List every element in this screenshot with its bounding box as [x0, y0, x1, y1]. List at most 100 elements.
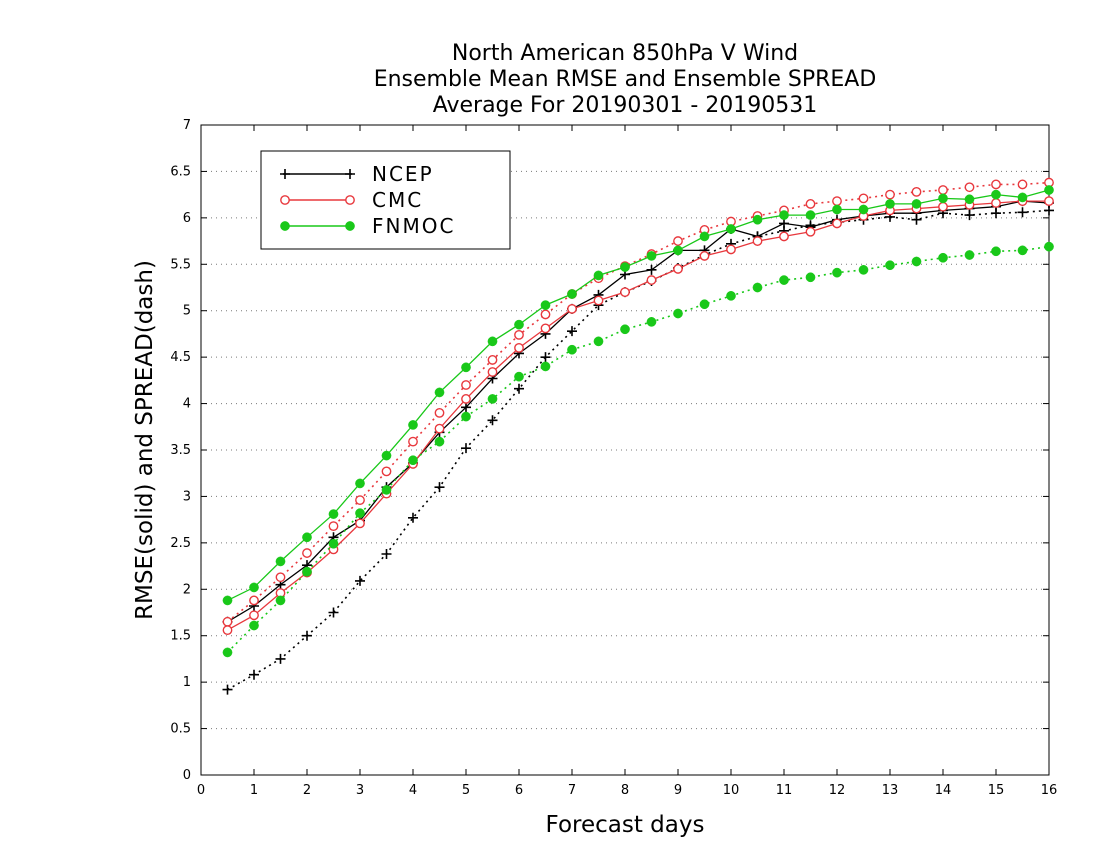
series-fnmoc-spread-point: [567, 344, 577, 355]
series-ncep-spread-point: [434, 482, 445, 493]
series-cmc-spread-point: [540, 309, 551, 320]
y-tick-label: 0: [183, 768, 191, 783]
series-ncep-rmse-line: [227, 200, 1050, 623]
series-fnmoc-spread-point: [514, 371, 524, 382]
series-fnmoc-spread-point: [302, 566, 312, 577]
series-fnmoc-spread-point: [1017, 245, 1028, 256]
series-fnmoc-spread-point: [964, 250, 975, 260]
series-ncep-rmse-point: [646, 264, 657, 275]
x-tick-label: 13: [882, 783, 899, 798]
series-fnmoc-rmse-point: [779, 210, 789, 220]
series-fnmoc-spread-point: [620, 324, 630, 335]
legend-marker-cmc: [280, 195, 290, 205]
series-cmc-spread-point: [408, 436, 418, 447]
series-fnmoc-rmse-point: [222, 595, 233, 606]
series-cmc-spread-point: [222, 616, 233, 627]
series-cmc-spread-point: [964, 182, 975, 193]
series-cmc-spread-point: [514, 329, 524, 340]
series-cmc-rmse-point: [991, 198, 1001, 208]
series-ncep-spread-point: [328, 607, 339, 618]
series-ncep-spread-point: [275, 653, 286, 664]
legend-marker-cmc: [345, 195, 355, 205]
series-ncep-spread-point: [381, 549, 392, 559]
series-fnmoc-rmse-point: [885, 199, 895, 209]
series-fnmoc-spread-point: [938, 252, 948, 263]
series-fnmoc-spread-point: [328, 538, 339, 549]
series-fnmoc-spread-point: [434, 436, 445, 447]
series-fnmoc-spread-point: [646, 317, 657, 327]
series-fnmoc-rmse-point: [461, 362, 471, 373]
series-fnmoc-rmse-point: [328, 509, 339, 519]
series-cmc-rmse-point: [699, 251, 710, 261]
x-tick-label: 9: [674, 783, 682, 798]
series-cmc-spread-point: [1017, 179, 1028, 190]
series-fnmoc-rmse-point: [1017, 192, 1028, 203]
y-tick-label: 2: [183, 582, 191, 597]
series-fnmoc-spread-point: [752, 282, 763, 293]
series-ncep-rmse-point: [461, 402, 471, 413]
series-cmc-rmse-point: [222, 625, 233, 636]
x-axis-label: Forecast days: [546, 812, 705, 838]
series-fnmoc-spread-point: [1044, 241, 1054, 252]
series-fnmoc-rmse-point: [646, 251, 657, 261]
series-fnmoc-spread-point: [593, 336, 604, 347]
y-tick-label: 0.5: [170, 722, 191, 737]
series-cmc-rmse-point: [355, 518, 365, 529]
legend-marker-ncep: [345, 169, 355, 179]
x-tick-label: 7: [568, 783, 576, 798]
series-cmc-rmse-point: [540, 323, 551, 334]
series-cmc-spread-point: [381, 466, 392, 477]
series-fnmoc-spread-point: [540, 361, 551, 372]
series-cmc-rmse-point: [487, 367, 498, 377]
series-cmc-rmse-point: [593, 295, 604, 306]
series-layer: [222, 177, 1054, 695]
series-ncep: [222, 196, 1054, 695]
series-cmc-spread-point: [991, 179, 1001, 190]
series-fnmoc-spread-point: [832, 267, 842, 278]
series-ncep-spread-point: [408, 512, 418, 523]
series-ncep-spread-point: [1017, 207, 1028, 218]
y-tick-label: 6: [183, 211, 191, 226]
series-fnmoc-spread-point: [779, 275, 789, 285]
legend-marker-fnmoc: [345, 221, 355, 231]
series-cmc-spread-point: [938, 185, 948, 195]
x-tick-label: 0: [197, 783, 205, 798]
series-fnmoc-spread-point: [355, 508, 365, 518]
series-ncep-spread-point: [461, 443, 471, 454]
series-cmc-spread-point: [461, 380, 471, 390]
series-ncep-spread-point: [514, 383, 524, 394]
y-tick-label: 7: [183, 118, 191, 133]
series-cmc-rmse-line: [227, 200, 1049, 631]
series-fnmoc-rmse-point: [514, 319, 524, 330]
x-tick-label: 6: [515, 783, 523, 798]
series-cmc-spread-point: [673, 236, 683, 246]
series-fnmoc-rmse-point: [408, 420, 418, 430]
series-fnmoc-rmse-point: [381, 450, 392, 461]
series-fnmoc-rmse-point: [567, 289, 577, 299]
series-ncep-spread-point: [302, 630, 312, 641]
series-cmc-rmse-point: [752, 236, 763, 246]
x-tick-label: 2: [303, 783, 311, 798]
series-fnmoc-rmse-point: [991, 189, 1001, 200]
series-fnmoc: [222, 185, 1054, 658]
y-tick-label: 5: [183, 304, 191, 319]
series-cmc-spread-point: [249, 595, 259, 606]
series-fnmoc-spread-line: [226, 245, 1050, 653]
series-fnmoc-rmse-point: [302, 532, 312, 543]
series-fnmoc-rmse-point: [1044, 185, 1054, 195]
x-tick-label: 8: [621, 783, 629, 798]
y-tick-label: 4.5: [170, 350, 191, 365]
series-fnmoc-rmse-point: [832, 204, 842, 215]
series-cmc-rmse-point: [461, 394, 471, 404]
series-fnmoc-rmse-point: [540, 300, 551, 310]
x-tick-label: 14: [935, 783, 952, 798]
series-ncep-spread-point: [487, 415, 498, 426]
series-fnmoc-spread-point: [726, 291, 736, 301]
series-fnmoc-rmse-point: [752, 214, 763, 225]
series-cmc-rmse-point: [938, 201, 948, 212]
series-fnmoc-rmse-point: [434, 387, 445, 398]
series-fnmoc-rmse-line: [227, 189, 1050, 601]
series-fnmoc-rmse-point: [805, 210, 816, 220]
x-tick-label: 16: [1041, 783, 1058, 798]
